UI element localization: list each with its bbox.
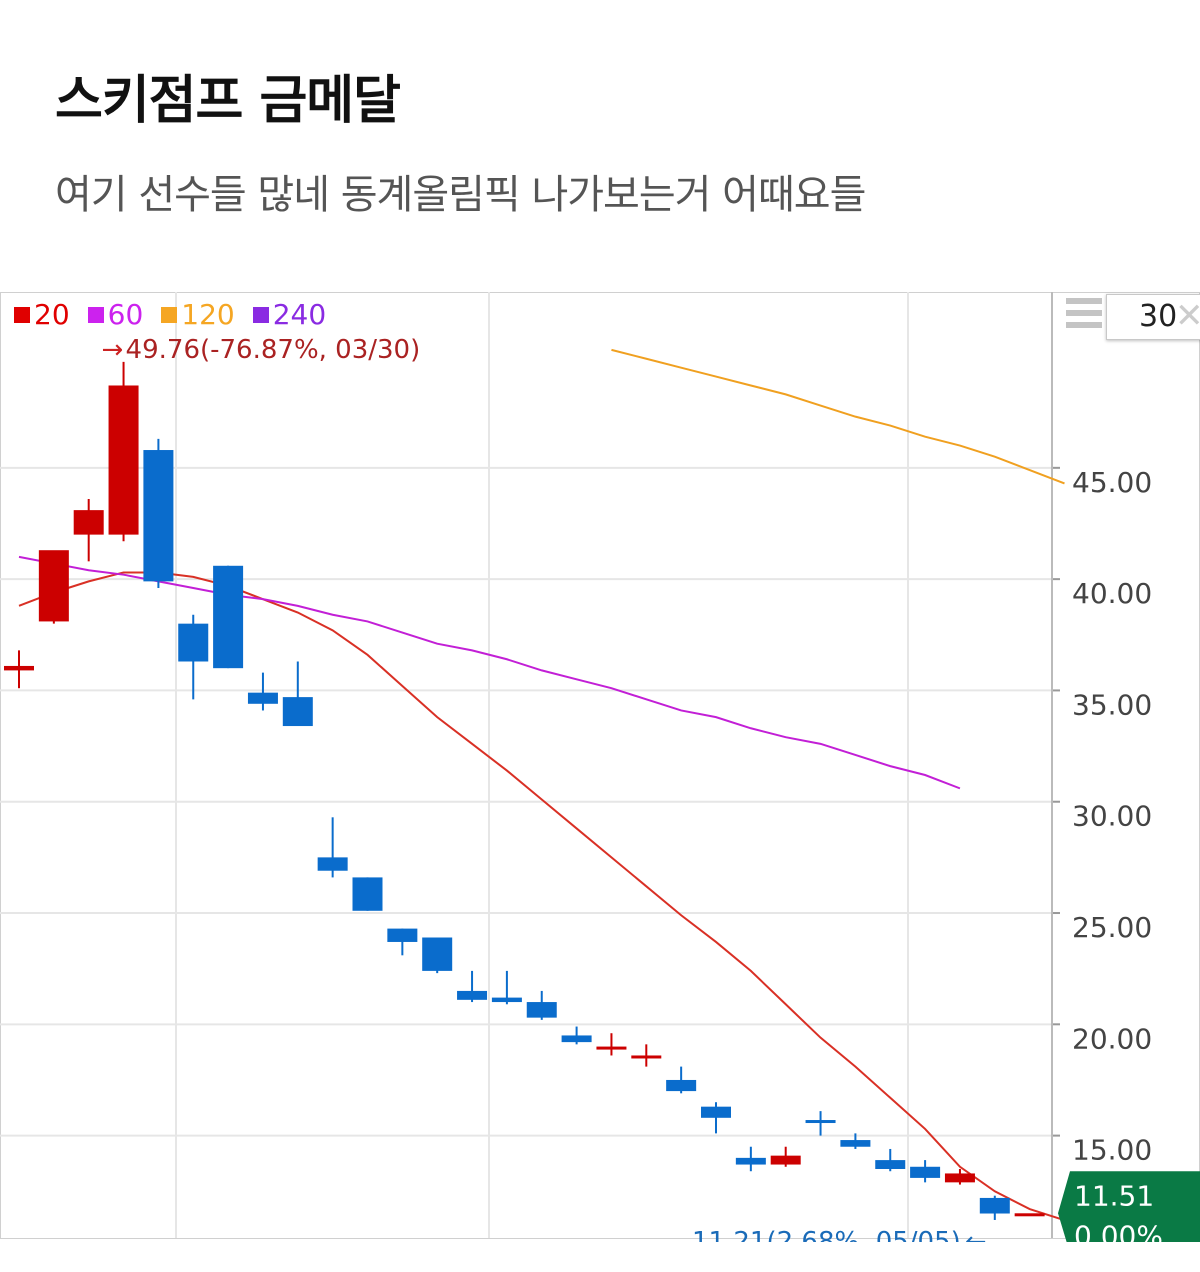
- ma-line-60[interactable]: [18, 555, 961, 790]
- high-annotation-label: 49.76(-76.87%, 03/30): [126, 335, 421, 365]
- candle[interactable]: [282, 697, 313, 727]
- legend-item-ma60[interactable]: 60: [87, 298, 144, 331]
- close-icon[interactable]: ✕: [1175, 296, 1200, 336]
- legend-label-ma20: 20: [34, 298, 70, 331]
- low-annotation-label: 11.21(2.68%, 05/05): [692, 1227, 961, 1242]
- legend-item-ma20[interactable]: 20: [14, 298, 70, 331]
- legend-label-ma120: 120: [181, 298, 235, 331]
- candle[interactable]: [491, 997, 522, 1003]
- candle[interactable]: [875, 1160, 906, 1169]
- candle[interactable]: [108, 385, 139, 535]
- candle[interactable]: [770, 1155, 801, 1165]
- legend-swatch-ma240: [252, 306, 269, 323]
- candle[interactable]: [457, 990, 488, 1000]
- candle[interactable]: [422, 937, 453, 971]
- y-axis-tick-label: 40.00: [1072, 577, 1152, 610]
- ma-line-20[interactable]: [18, 571, 1065, 1222]
- candle[interactable]: [944, 1173, 975, 1183]
- y-axis-tick-label: 15.00: [1072, 1134, 1152, 1167]
- y-axis-tick-label: 35.00: [1072, 688, 1152, 721]
- candle[interactable]: [631, 1055, 662, 1059]
- post-title: 스키점프 금메달: [55, 71, 401, 131]
- candle[interactable]: [317, 857, 348, 871]
- candle[interactable]: [979, 1197, 1010, 1214]
- candle[interactable]: [910, 1166, 941, 1178]
- menu-bar: [1066, 322, 1102, 328]
- y-axis-tick-label: 45.00: [1072, 466, 1152, 499]
- legend-item-ma120[interactable]: 120: [161, 298, 235, 331]
- candle[interactable]: [840, 1140, 871, 1147]
- stock-chart[interactable]: 45.00 40.00 35.00 30.00 25.00 20.00 15.00 → 49.7…: [0, 292, 1200, 1242]
- candle[interactable]: [805, 1120, 836, 1124]
- candle[interactable]: [73, 510, 104, 535]
- candle[interactable]: [666, 1079, 697, 1092]
- candle[interactable]: [4, 665, 34, 671]
- candle[interactable]: [387, 928, 418, 942]
- candle[interactable]: [1014, 1213, 1045, 1217]
- menu-bar: [1066, 298, 1102, 304]
- last-price-value: 11.51: [1074, 1179, 1154, 1212]
- candle[interactable]: [213, 565, 244, 669]
- low-annotation-arrow: ←: [965, 1227, 987, 1242]
- high-annotation-arrow: →: [102, 335, 124, 365]
- hamburger-menu-icon[interactable]: [1066, 298, 1102, 334]
- chart-legend: 20 60 120 240: [14, 298, 326, 331]
- chart-frame: [0, 292, 1200, 1239]
- y-axis-tick-label: 30.00: [1072, 800, 1152, 833]
- candle[interactable]: [38, 550, 69, 622]
- legend-swatch-ma20: [14, 306, 30, 323]
- candle[interactable]: [596, 1046, 627, 1050]
- y-axis-tick-label: 20.00: [1072, 1022, 1152, 1055]
- ma-line-120[interactable]: [611, 348, 1065, 485]
- candle[interactable]: [701, 1106, 731, 1118]
- legend-label-ma60: 60: [107, 298, 144, 331]
- last-price-badge: [1058, 1171, 1200, 1242]
- legend-swatch-ma60: [87, 306, 104, 323]
- menu-bar: [1066, 310, 1102, 316]
- last-price-change: 0.00%: [1074, 1219, 1163, 1242]
- period-input[interactable]: 30 ✕: [1106, 294, 1200, 340]
- candle[interactable]: [247, 692, 278, 704]
- candle[interactable]: [352, 877, 383, 911]
- candle[interactable]: [561, 1035, 592, 1043]
- y-axis-tick-label: 25.00: [1072, 911, 1152, 944]
- candle[interactable]: [735, 1157, 766, 1165]
- post-subtitle: 여기 선수들 많네 동계올림픽 나가보는거 어때요들: [55, 172, 866, 218]
- legend-item-ma240[interactable]: 240: [252, 298, 327, 331]
- candle[interactable]: [143, 450, 174, 582]
- legend-swatch-ma120: [161, 306, 178, 323]
- legend-label-ma240: 240: [272, 298, 327, 331]
- period-value: 30: [1139, 299, 1178, 334]
- candle[interactable]: [526, 1002, 557, 1018]
- candle[interactable]: [178, 623, 209, 662]
- chart-canvas[interactable]: 45.00 40.00 35.00 30.00 25.00 20.00 15.00 → 49.7…: [0, 292, 1200, 1242]
